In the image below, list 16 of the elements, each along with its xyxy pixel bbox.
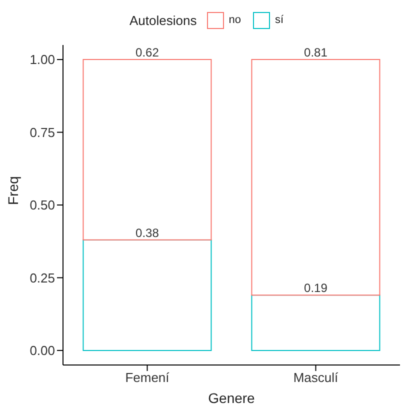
data-label: 0.81 bbox=[304, 46, 328, 60]
legend-label: sí bbox=[274, 14, 284, 26]
data-label: 0.19 bbox=[304, 281, 328, 296]
legend-label: no bbox=[228, 14, 241, 26]
data-label: 0.62 bbox=[136, 46, 160, 60]
data-label: 0.38 bbox=[136, 226, 160, 240]
y-tick-label: 0.75 bbox=[30, 124, 55, 140]
legend-title: Autolesions bbox=[129, 12, 197, 28]
y-tick-label: 0.25 bbox=[30, 270, 55, 286]
x-tick-label: Femení bbox=[125, 370, 170, 386]
y-tick-label: 0.50 bbox=[30, 198, 55, 213]
x-tick-label: Masculí bbox=[293, 370, 339, 386]
y-tick-label: 0.00 bbox=[30, 343, 55, 358]
y-axis-title: Freq bbox=[4, 176, 21, 205]
y-tick-label: 1.00 bbox=[30, 52, 55, 68]
x-axis-title: Genere bbox=[208, 390, 256, 406]
